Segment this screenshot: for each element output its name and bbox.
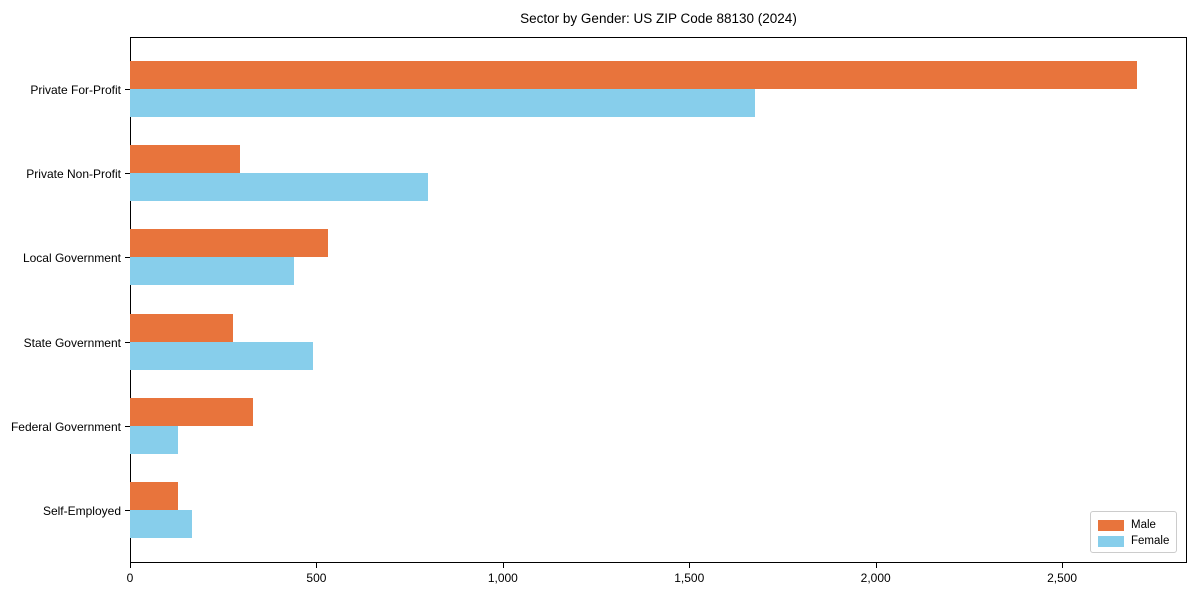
x-tick-mark — [875, 563, 877, 568]
legend-swatch-male — [1098, 519, 1124, 531]
y-tick-mark — [125, 510, 130, 511]
x-tick-mark — [1062, 563, 1064, 568]
y-tick-mark — [125, 173, 130, 175]
y-tick-label-private-for-profit: Private For-Profit — [30, 83, 121, 97]
bar-female-local-government — [130, 257, 294, 286]
bar-male-local-government — [130, 229, 328, 258]
plot-area — [130, 37, 1187, 563]
bar-female-state-government — [130, 341, 313, 370]
x-tick-label-1-000: 1,000 — [487, 571, 518, 585]
y-tick-mark — [125, 257, 130, 259]
x-tick-mark — [502, 563, 504, 568]
legend-item-female: Female — [1098, 533, 1169, 549]
bar-female-federal-government — [130, 425, 178, 454]
legend-item-male: Male — [1098, 517, 1169, 533]
legend-label-female: Female — [1131, 535, 1170, 547]
bar-male-self-employed — [130, 482, 178, 510]
bar-male-private-for-profit — [130, 61, 1137, 89]
bar-female-self-employed — [130, 510, 192, 538]
y-tick-label-state-government: State Government — [23, 335, 121, 350]
bar-male-state-government — [130, 313, 233, 342]
x-tick-mark — [130, 563, 131, 568]
bar-female-private-for-profit — [130, 89, 755, 117]
y-tick-mark — [125, 89, 130, 90]
x-tick-label-1-500: 1,500 — [674, 571, 705, 585]
y-tick-label-self-employed: Self-Employed — [42, 504, 121, 518]
y-tick-label-federal-government: Federal Government — [10, 419, 121, 434]
y-tick-label-private-non-profit: Private Non-Profit — [26, 167, 121, 182]
chart-title: Sector by Gender: US ZIP Code 88130 (202… — [520, 11, 797, 26]
bar-female-private-non-profit — [130, 173, 428, 202]
legend-swatch-female — [1098, 535, 1124, 547]
legend: Male Female — [1090, 511, 1177, 553]
y-tick-label-local-government: Local Government — [22, 251, 121, 266]
x-tick-mark — [316, 563, 318, 568]
y-tick-mark — [125, 341, 130, 343]
x-tick-label-2-000: 2,000 — [860, 571, 891, 585]
x-tick-label-2-500: 2,500 — [1047, 571, 1078, 585]
x-tick-label-500: 500 — [306, 571, 327, 585]
x-tick-label-0: 0 — [126, 571, 134, 585]
x-tick-mark — [689, 563, 691, 568]
bar-male-private-non-profit — [130, 145, 240, 174]
y-tick-mark — [125, 425, 130, 427]
legend-label-male: Male — [1131, 519, 1156, 531]
bar-male-federal-government — [130, 397, 253, 426]
